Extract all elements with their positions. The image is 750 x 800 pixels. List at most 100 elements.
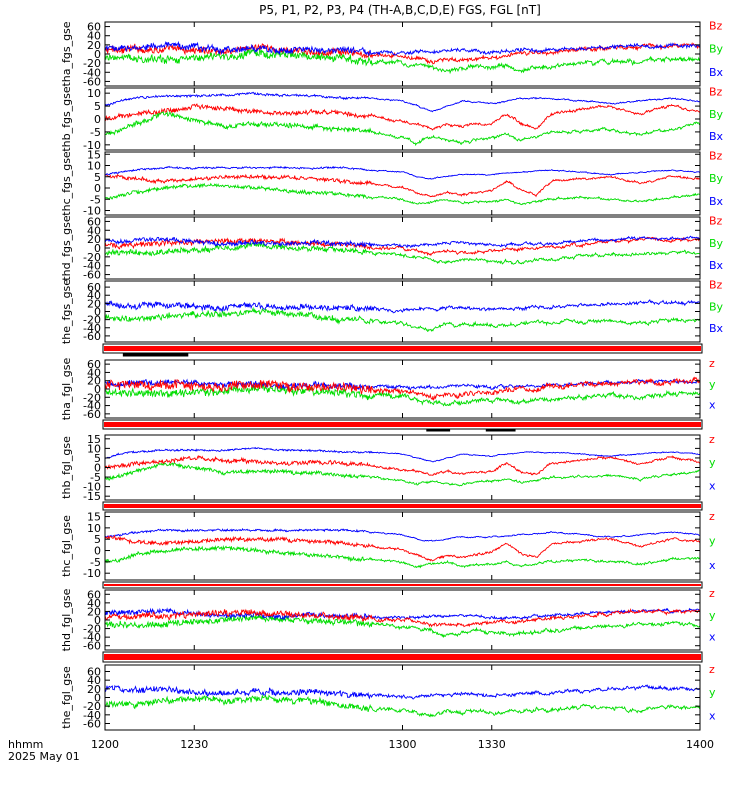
y-tick-label: -20 [83,700,101,713]
y-tick-label: 40 [87,674,101,687]
y-tick-label: 15 [87,148,101,161]
legend-label-x: x [709,710,716,723]
legend-label-y: y [709,378,716,391]
y-tick-label: 5 [94,100,101,113]
y-tick-label: -20 [83,623,101,636]
y-tick-label: -40 [83,66,101,79]
y-tick-label: -40 [83,631,101,644]
y-tick-label: 15 [87,511,101,524]
x-axis: 1200 1230 1300 1330 1400 [91,22,714,751]
legend-label-z: z [709,663,715,676]
y-axis-label: thd_fgs_gse [60,215,73,281]
y-tick-label: 60 [87,588,101,601]
legend-label-y: y [709,456,716,469]
y-tick-label: 5 [94,533,101,546]
x-unit-label: hhmm [8,738,43,751]
chart-title: P5, P1, P2, P3, P4 (TH-A,B,C,D,E) FGS, F… [259,3,541,17]
series-line-z [105,376,700,402]
series-line-y [105,544,700,569]
series-line-y [105,461,700,487]
series-line-x [105,40,700,57]
y-tick-label: 40 [87,597,101,610]
y-tick-label: -20 [83,391,101,404]
y-tick-label: 10 [87,87,101,100]
series-line-y [105,382,700,407]
legend-label-z: z [709,357,715,370]
x-tick-label: 1230 [180,738,208,751]
legend-label-bz: Bz [709,20,723,33]
y-axis-label: thc_fgl_gse [60,515,73,577]
series-line-y [105,693,700,718]
legend-label-bz: Bz [709,278,723,291]
y-axis-label: thb_fgl_gse [60,436,73,499]
y-axis-label: the_fgl_gse [60,666,73,729]
series-line-z [105,534,700,562]
panel-frame [104,359,701,419]
x-tick-label: 1330 [478,738,506,751]
y-axis-label: tha_fgl_gse [60,358,73,421]
y-tick-label: 40 [87,30,101,43]
legend-label-bz: Bz [709,150,723,163]
legend-label-by: By [709,108,724,121]
y-tick-label: -5 [90,126,101,139]
y-tick-label: -60 [83,75,101,88]
legend-label-x: x [709,480,716,493]
y-tick-label: -60 [83,269,101,282]
legend-label-y: y [709,609,716,622]
y-tick-label: -5 [90,193,101,206]
y-tick-label: -60 [83,330,101,343]
y-tick-label: -10 [83,205,101,218]
series-line-x [105,235,700,249]
y-tick-label: 20 [87,605,101,618]
y-tick-label: 0 [94,614,101,627]
y-tick-label: 40 [87,224,101,237]
panel-frame [104,151,701,216]
y-tick-label: 5 [94,452,101,465]
y-tick-label: 10 [87,442,101,455]
date-label: 2025 May 01 [8,750,80,763]
series-line-y [105,306,700,332]
legend-label-x: x [709,559,716,572]
y-tick-label: 20 [87,297,101,310]
series-line-x [105,165,700,180]
separator-bar-fill [104,654,701,660]
y-axis-label: the_fgs_gse [60,279,73,344]
y-tick-label: -10 [83,481,101,494]
y-tick-label: 40 [87,366,101,379]
y-tick-label: 5 [94,171,101,184]
y-axis-label: thd_fgl_gse [60,588,73,651]
y-tick-label: -40 [83,709,101,722]
y-tick-label: 10 [87,522,101,535]
series-line-x [105,528,700,542]
legend-label-y: y [709,535,716,548]
y-tick-label: 0 [94,48,101,61]
y-tick-label: 60 [87,21,101,34]
series-line-y [105,48,700,75]
y-tick-label: -5 [90,471,101,484]
y-tick-label: 60 [87,281,101,294]
y-tick-label: -10 [83,139,101,152]
y-tick-label: -60 [83,640,101,653]
series-line-z [105,454,700,477]
y-tick-label: 60 [87,358,101,371]
legend-label-bx: Bx [709,130,724,143]
series-line-y [105,241,700,265]
legend-label-bz: Bz [709,214,723,227]
y-tick-label: -60 [83,408,101,421]
separator-bar-fill [104,584,701,586]
legend-label-by: By [709,172,724,185]
y-tick-label: 60 [87,215,101,228]
x-tick-label: 1200 [91,738,119,751]
y-axis-label: thb_fgs_gse [60,86,73,152]
legend-label-bz: Bz [709,85,723,98]
series-line-x [105,446,700,463]
y-tick-label: -40 [83,400,101,413]
